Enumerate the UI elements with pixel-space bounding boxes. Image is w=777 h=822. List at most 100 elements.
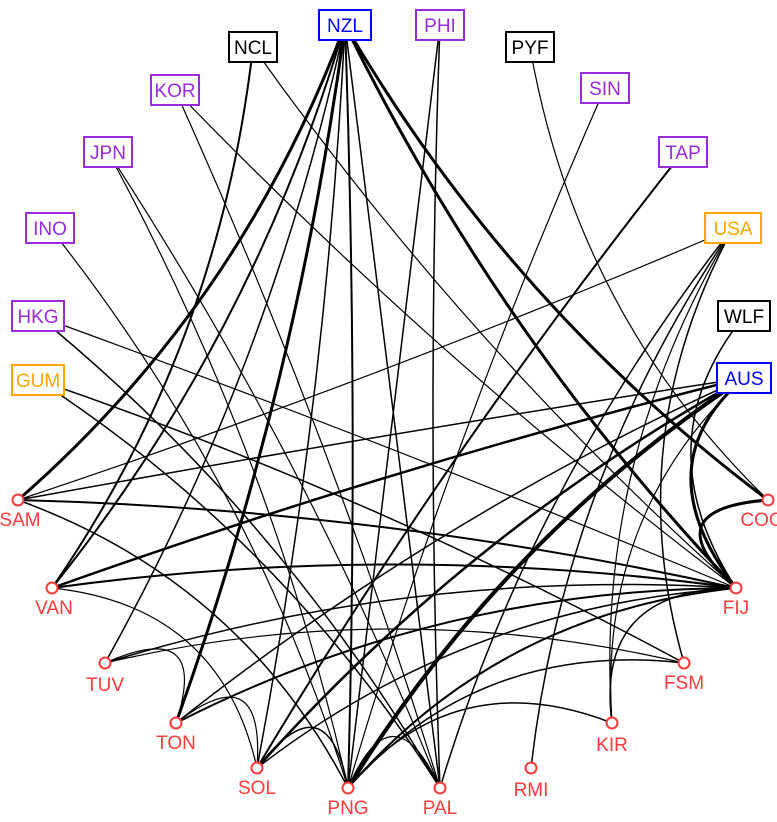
node-wlf: WLF bbox=[717, 300, 771, 332]
edge-hkg-fij bbox=[37, 315, 737, 589]
node-marker-png bbox=[341, 781, 355, 795]
node-label-sin: SIN bbox=[589, 79, 621, 100]
edge-tuv-ton bbox=[104, 648, 185, 724]
node-box-usa bbox=[704, 212, 762, 244]
edge-usa-sam bbox=[17, 227, 734, 501]
node-marker-sam bbox=[11, 493, 25, 507]
node-box-wlf bbox=[717, 300, 771, 332]
node-label-gum: GUM bbox=[16, 371, 60, 392]
node-ton: TON bbox=[156, 716, 196, 754]
node-box-jpn bbox=[83, 136, 133, 168]
edge-aus-van bbox=[50, 376, 746, 590]
node-label-rmi: RMI bbox=[514, 780, 549, 801]
node-label-sam: SAM bbox=[0, 510, 41, 531]
node-tap: TAP bbox=[658, 136, 708, 168]
edge-sin-png bbox=[347, 87, 606, 789]
edge-fij-ton bbox=[175, 587, 737, 724]
node-box-tap bbox=[658, 136, 708, 168]
edge-fij-tuv bbox=[104, 583, 737, 664]
edge-usa-kir bbox=[609, 227, 734, 724]
node-label-fij: FIJ bbox=[723, 598, 749, 619]
node-gum: GUM bbox=[11, 364, 65, 396]
node-ino: INO bbox=[25, 212, 75, 244]
node-label-ton: TON bbox=[156, 733, 196, 754]
edge-gum-fsm bbox=[37, 379, 685, 664]
node-marker-rmi bbox=[524, 761, 538, 775]
edge-fij-van bbox=[51, 563, 737, 589]
node-label-kir: KIR bbox=[596, 735, 628, 756]
node-box-ncl bbox=[228, 31, 278, 63]
node-label-pal: PAL bbox=[423, 798, 458, 819]
node-fij: FIJ bbox=[723, 581, 749, 619]
node-label-ncl: NCL bbox=[234, 38, 272, 59]
node-jpn: JPN bbox=[83, 136, 133, 168]
node-pyf: PYF bbox=[505, 31, 555, 63]
node-box-gum bbox=[11, 364, 65, 396]
node-box-hkg bbox=[11, 300, 65, 332]
node-van: VAN bbox=[35, 581, 73, 619]
node-label-kor: KOR bbox=[154, 81, 195, 102]
edge-nzl-png bbox=[344, 24, 354, 789]
edge-kir-png bbox=[347, 702, 613, 789]
edge-aus-png bbox=[346, 376, 746, 790]
edge-fsm-tuv bbox=[104, 628, 685, 664]
node-coo: COO bbox=[740, 493, 777, 531]
node-marker-fsm bbox=[677, 656, 691, 670]
node-label-nzl: NZL bbox=[327, 16, 363, 37]
edge-gum-pal bbox=[37, 379, 441, 789]
node-marker-pal bbox=[433, 781, 447, 795]
edge-aus-kir bbox=[610, 377, 745, 724]
node-label-van: VAN bbox=[35, 598, 73, 619]
edge-phi-pal bbox=[432, 24, 441, 789]
node-marker-sol bbox=[250, 761, 264, 775]
node-nzl: NZL bbox=[318, 9, 372, 41]
node-box-ino bbox=[25, 212, 75, 244]
edge-van-sol bbox=[51, 587, 258, 769]
edge-fij-sam bbox=[17, 499, 737, 589]
node-kor: KOR bbox=[150, 74, 200, 106]
node-ncl: NCL bbox=[228, 31, 278, 63]
node-label-usa: USA bbox=[713, 219, 752, 240]
node-box-phi bbox=[415, 9, 465, 41]
edge-nzl-fij bbox=[343, 23, 738, 590]
edge-hkg-pal bbox=[37, 315, 441, 789]
node-label-phi: PHI bbox=[424, 16, 456, 37]
node-sam: SAM bbox=[0, 493, 41, 531]
edge-usa-fsm bbox=[659, 227, 734, 664]
node-tuv: TUV bbox=[86, 656, 124, 696]
node-box-aus bbox=[716, 362, 772, 394]
node-kir: KIR bbox=[596, 716, 628, 756]
node-box-kor bbox=[150, 74, 200, 106]
node-rmi: RMI bbox=[514, 761, 549, 801]
edge-aus-sam bbox=[17, 377, 745, 501]
node-label-coo: COO bbox=[740, 510, 777, 531]
nodes-layer: NZL PHI NCL PYF KOR SIN JPN TAP INO USA HKG WLF GUM A… bbox=[0, 9, 777, 819]
node-marker-van bbox=[45, 581, 59, 595]
edge-pyf-coo bbox=[529, 46, 769, 501]
edge-usa-pal bbox=[439, 227, 734, 789]
edge-aus-sol bbox=[255, 376, 746, 770]
edge-sol-png bbox=[256, 726, 349, 789]
node-sin: SIN bbox=[580, 72, 630, 104]
node-label-tuv: TUV bbox=[86, 675, 124, 696]
edge-fij-coo bbox=[698, 498, 770, 590]
node-label-png: PNG bbox=[327, 798, 368, 819]
node-label-wlf: WLF bbox=[724, 307, 764, 328]
edge-fij-kir bbox=[609, 587, 737, 724]
edge-png-pal bbox=[347, 735, 441, 789]
node-marker-kir bbox=[605, 716, 619, 730]
node-label-jpn: JPN bbox=[90, 143, 126, 164]
node-marker-fij bbox=[729, 581, 743, 595]
edge-wlf-fij bbox=[690, 315, 745, 589]
node-label-aus: AUS bbox=[724, 369, 763, 390]
edge-nzl-sam bbox=[16, 23, 347, 502]
edge-ncl-van bbox=[51, 46, 254, 589]
node-box-pyf bbox=[505, 31, 555, 63]
edge-phi-png bbox=[347, 24, 441, 789]
node-pal: PAL bbox=[423, 781, 458, 819]
edge-kor-pal bbox=[174, 89, 441, 789]
node-marker-ton bbox=[169, 716, 183, 730]
edge-tap-sol bbox=[256, 151, 684, 769]
node-label-ino: INO bbox=[33, 219, 67, 240]
node-label-pyf: PYF bbox=[512, 38, 549, 59]
